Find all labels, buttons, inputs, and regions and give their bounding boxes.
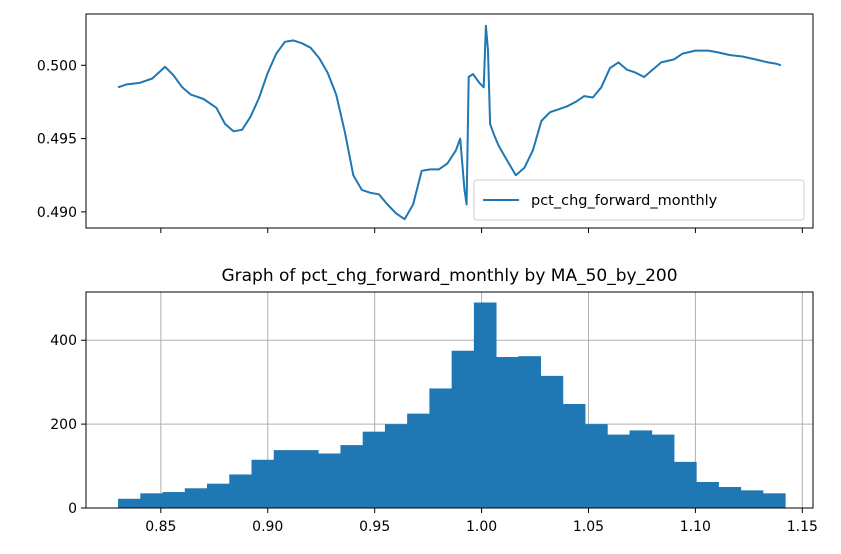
- histogram-panel: Graph of pct_chg_forward_monthly by MA_5…: [50, 266, 818, 535]
- histogram-bar-19: [540, 375, 564, 508]
- histogram-bar-6: [251, 459, 275, 508]
- hist-y-tick-label-400: 400: [50, 333, 77, 349]
- histogram-bar-8: [295, 450, 319, 508]
- histogram-bar-21: [585, 424, 608, 508]
- line-y-tick-label-0-490: 0.490: [37, 205, 77, 221]
- line-chart-x-ticks: [160, 228, 803, 233]
- histogram-bar-25: [674, 461, 697, 508]
- histogram-bar-0: [118, 498, 141, 508]
- line-chart-frame: [85, 13, 814, 229]
- histogram-bar-15: [451, 350, 475, 508]
- histogram-y-ticks: 0 200 400: [50, 333, 86, 517]
- histogram-bar-1: [140, 493, 163, 508]
- hist-y-tick-label-200: 200: [50, 417, 77, 433]
- histogram-bar-17: [496, 357, 519, 508]
- histogram-bar-13: [407, 413, 430, 508]
- histogram-bar-20: [562, 403, 586, 508]
- histogram-bar-10: [340, 445, 364, 508]
- histogram-bar-26: [696, 482, 719, 508]
- histogram-bar-24: [651, 434, 675, 508]
- histogram-bar-3: [184, 488, 208, 508]
- histogram-title: Graph of pct_chg_forward_monthly by MA_5…: [221, 266, 677, 286]
- hist-x-tick-label-0-85: 0.85: [145, 519, 176, 535]
- hist-x-tick-label-0-90: 0.90: [252, 519, 283, 535]
- histogram-bar-4: [207, 483, 230, 508]
- histogram-bar-22: [607, 434, 630, 508]
- histogram-bar-11: [362, 431, 386, 508]
- legend-label-pct-chg-forward-monthly: pct_chg_forward_monthly: [531, 193, 718, 209]
- line-chart-marks: [117, 24, 782, 221]
- histogram-bar-27: [718, 487, 742, 508]
- hist-x-tick-label-1-05: 1.05: [573, 519, 604, 535]
- histogram-bar-23: [629, 430, 653, 508]
- histogram-bar-7: [273, 450, 297, 508]
- histogram-bar-28: [740, 490, 764, 508]
- hist-x-tick-label-0-95: 0.95: [359, 519, 390, 535]
- series-line-0: [117, 24, 782, 221]
- legend-box: [473, 179, 805, 221]
- histogram-x-ticks: 0.85 0.90 0.95 1.00 1.05 1.10 1.15: [145, 508, 818, 535]
- line-chart-panel: 0.490 0.495 0.500 pct_chg_forward_monthly: [37, 13, 814, 233]
- line-chart-legend: pct_chg_forward_monthly: [473, 179, 805, 221]
- histogram-bars: [118, 302, 786, 508]
- histogram-bar-9: [318, 453, 341, 508]
- histogram-bar-5: [229, 474, 252, 508]
- histogram-bar-12: [384, 424, 408, 508]
- histogram-frame: [85, 291, 814, 509]
- hist-x-tick-label-1-10: 1.10: [680, 519, 711, 535]
- histogram-bar-14: [429, 388, 453, 508]
- histogram-bar-29: [762, 493, 786, 508]
- hist-x-tick-label-1-15: 1.15: [787, 519, 818, 535]
- histogram-bar-18: [518, 356, 541, 508]
- line-y-tick-label-0-500: 0.500: [37, 58, 77, 74]
- histogram-bar-16: [473, 302, 497, 508]
- line-y-tick-label-0-495: 0.495: [37, 132, 77, 148]
- line-chart-y-ticks: 0.490 0.495 0.500: [37, 58, 86, 221]
- hist-y-tick-label-0: 0: [68, 501, 77, 517]
- hist-x-tick-label-1-00: 1.00: [466, 519, 497, 535]
- histogram-bar-2: [162, 492, 186, 508]
